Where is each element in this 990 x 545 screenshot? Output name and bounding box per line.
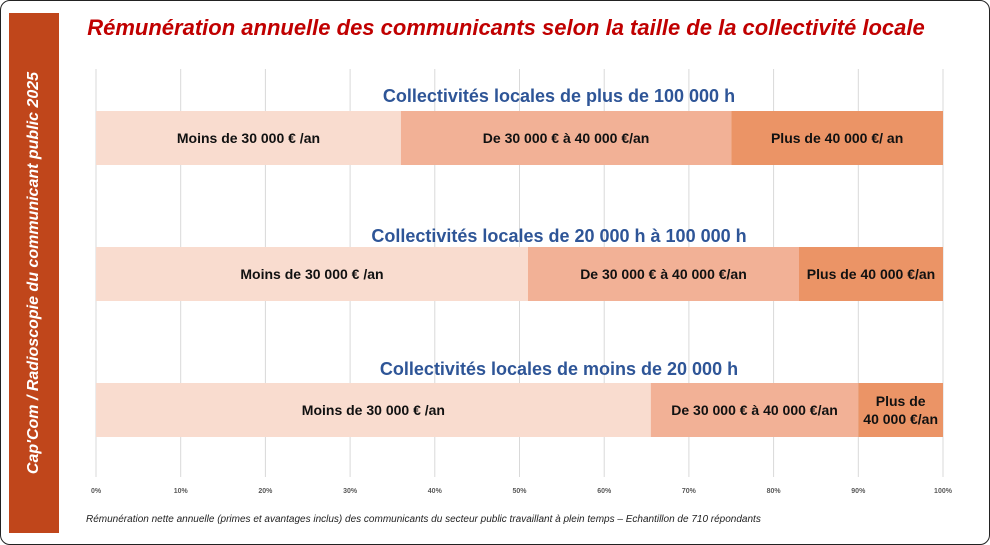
- x-tick-label: 70%: [682, 488, 697, 495]
- x-tick-label: 40%: [428, 488, 443, 495]
- chart-title: Rémunération annuelle des communicants s…: [87, 15, 925, 40]
- segment-label: Plus de 40 000 €/ an: [771, 130, 903, 146]
- segment-label: Moins de 30 000 € /an: [177, 130, 320, 146]
- x-tick-label: 30%: [343, 488, 358, 495]
- bar-segment: [96, 247, 528, 301]
- x-tick-label: 0%: [91, 488, 102, 495]
- x-tick-label: 20%: [258, 488, 273, 495]
- side-band: [9, 13, 59, 533]
- bar-segment: [858, 383, 943, 437]
- group-title: Collectivités locales de moins de 20 000…: [380, 359, 738, 379]
- x-tick-label: 10%: [174, 488, 189, 495]
- segment-label: De 30 000 € à 40 000 €/an: [483, 130, 650, 146]
- bar-segment: [527, 247, 800, 301]
- group-title: Collectivités locales de 20 000 h à 100 …: [371, 226, 746, 246]
- x-tick-label: 90%: [851, 488, 866, 495]
- segment-label: Plus de: [876, 393, 926, 409]
- bar-segment: [650, 383, 859, 437]
- bar-segment: [96, 383, 651, 437]
- segment-label: De 30 000 € à 40 000 €/an: [671, 402, 838, 418]
- group-title: Collectivités locales de plus de 100 000…: [383, 86, 735, 106]
- x-tick-label: 50%: [512, 488, 527, 495]
- footnote: Rémunération nette annuelle (primes et a…: [86, 514, 761, 525]
- x-tick-label: 100%: [934, 488, 953, 495]
- bar-segment: [96, 111, 401, 165]
- bar-segment: [400, 111, 732, 165]
- bar-segment: [731, 111, 943, 165]
- segment-label: Moins de 30 000 € /an: [240, 266, 383, 282]
- segment-label: De 30 000 € à 40 000 €/an: [580, 266, 747, 282]
- segment-label: Plus de 40 000 €/an: [807, 266, 935, 282]
- x-tick-label: 80%: [767, 488, 782, 495]
- segment-label: 40 000 €/an: [863, 411, 938, 427]
- segment-label: Moins de 30 000 € /an: [302, 402, 445, 418]
- x-tick-label: 60%: [597, 488, 612, 495]
- bar-segment: [799, 247, 943, 301]
